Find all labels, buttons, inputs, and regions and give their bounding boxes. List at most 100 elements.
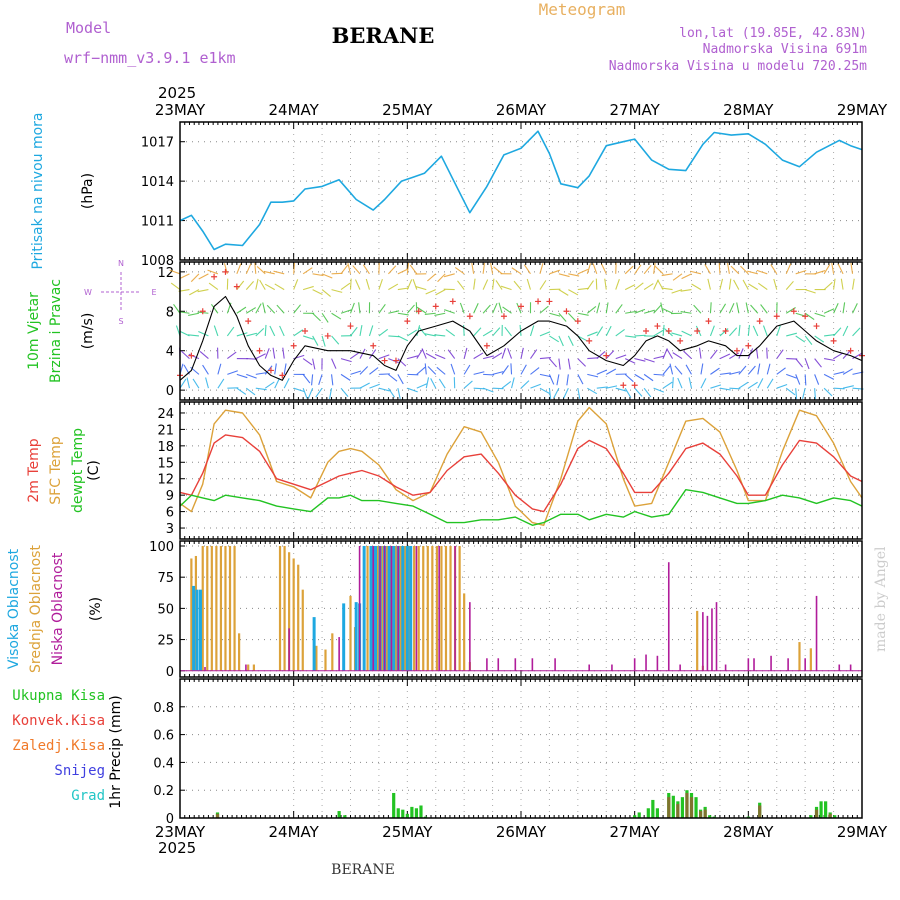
wind-barb [700, 363, 704, 375]
bottom-date-label: 24MAY [269, 823, 320, 841]
cloud-bar [679, 664, 681, 671]
panel-precipitation: 0 0.2 0.4 0.6 0.8 [153, 679, 863, 827]
wind-barb [604, 278, 607, 290]
wind-barb [312, 273, 324, 277]
wind-barb [412, 279, 418, 290]
precip-conv-bar [667, 797, 671, 818]
y-tick-label: 0.6 [153, 729, 174, 744]
wind-barb [226, 326, 235, 337]
station-title: BERANE [332, 23, 435, 48]
wind-barb [683, 350, 692, 360]
wind-barb [776, 383, 788, 389]
wind-barb [539, 305, 549, 314]
wind-barb [624, 373, 634, 383]
gust-marker [546, 298, 553, 305]
wind-barb [553, 387, 560, 399]
gust-marker [603, 352, 610, 359]
wind-barb [312, 358, 316, 370]
wind-barb [596, 302, 601, 314]
wind-barb [842, 385, 854, 389]
wind-barb [824, 358, 836, 362]
wind-barb [436, 366, 446, 375]
wind-barb [833, 327, 842, 337]
wind-barb [447, 349, 456, 359]
precip-total-bar [343, 815, 347, 818]
gust-marker [381, 357, 388, 364]
model-elevation: Nadmorska Visina u modelu 720.25m [609, 59, 867, 74]
wind-barb [331, 335, 340, 345]
wind-barb [756, 269, 768, 275]
cloud-bar [804, 658, 806, 671]
y-tick-label: 0.2 [153, 784, 174, 799]
gust-marker [813, 323, 820, 330]
gust-marker [222, 268, 229, 275]
wind-barb [236, 280, 245, 290]
wind-barb [624, 284, 636, 291]
top-date-label: 28MAY [723, 101, 774, 119]
cloud-bar [633, 658, 636, 671]
wind-barb [814, 312, 826, 318]
wind-barb [331, 289, 343, 293]
cloud-bar [331, 633, 334, 671]
wind-barb [567, 335, 574, 347]
wind-barb [833, 371, 845, 375]
wind-barb [358, 302, 361, 314]
wind-barb [833, 352, 844, 360]
wind-barb [530, 367, 540, 375]
wind-barb [530, 349, 538, 359]
wind-barb [795, 358, 804, 368]
wind-barb [434, 353, 446, 360]
y-tick-label: 0 [166, 384, 174, 399]
wind-barb [321, 335, 326, 347]
wind-barb [424, 333, 436, 337]
wind-barb [745, 302, 749, 314]
precip-total-bar [671, 795, 675, 818]
cloud-bar [588, 664, 590, 671]
precip-conv-bar [215, 813, 220, 818]
wind-barb [463, 364, 471, 375]
precip-total-bar [708, 815, 712, 818]
wind-barb [710, 349, 718, 359]
wind-barb [852, 303, 858, 314]
wind-barb [823, 387, 833, 397]
wind-barb [549, 312, 561, 317]
cloud-bar [454, 545, 456, 671]
wind-barb [307, 387, 314, 399]
gust-marker [256, 347, 263, 354]
wind-barb [293, 387, 305, 392]
y-tick-label: 0.4 [153, 756, 174, 771]
cloud-bar [514, 658, 517, 671]
wind-barb [255, 353, 266, 360]
wind-barb [388, 335, 400, 338]
wind-barb [321, 312, 329, 323]
wind-barb [501, 381, 512, 389]
wind-barb [387, 387, 396, 398]
wind-barb [691, 283, 702, 291]
cloud-bar [358, 545, 361, 671]
gust-marker [790, 308, 797, 315]
wind-barb [498, 302, 503, 314]
wind-barb [661, 273, 673, 277]
wind-barb [186, 377, 191, 389]
wind-barb [425, 352, 437, 360]
wind-barb [643, 309, 655, 314]
gust-marker [654, 323, 661, 330]
wind-barb [795, 374, 801, 385]
y-tick-label: 12 [157, 266, 174, 281]
wind-barb [463, 347, 468, 359]
wind-barb [463, 324, 465, 336]
cloud-bar [379, 545, 381, 671]
wind-barb [814, 388, 816, 400]
wind-barb [188, 312, 200, 316]
wind-barb [269, 325, 276, 337]
wind-barb [430, 378, 437, 389]
wind-barb [634, 282, 644, 291]
wind-barb [471, 262, 475, 274]
y-tick-label: 50 [157, 602, 174, 617]
cloud-bar [224, 545, 227, 671]
wind-barb [279, 325, 285, 337]
wind-barb [662, 324, 665, 336]
cloud-bar [403, 545, 407, 671]
wind-barb [424, 312, 436, 315]
wind-barb [350, 370, 362, 375]
